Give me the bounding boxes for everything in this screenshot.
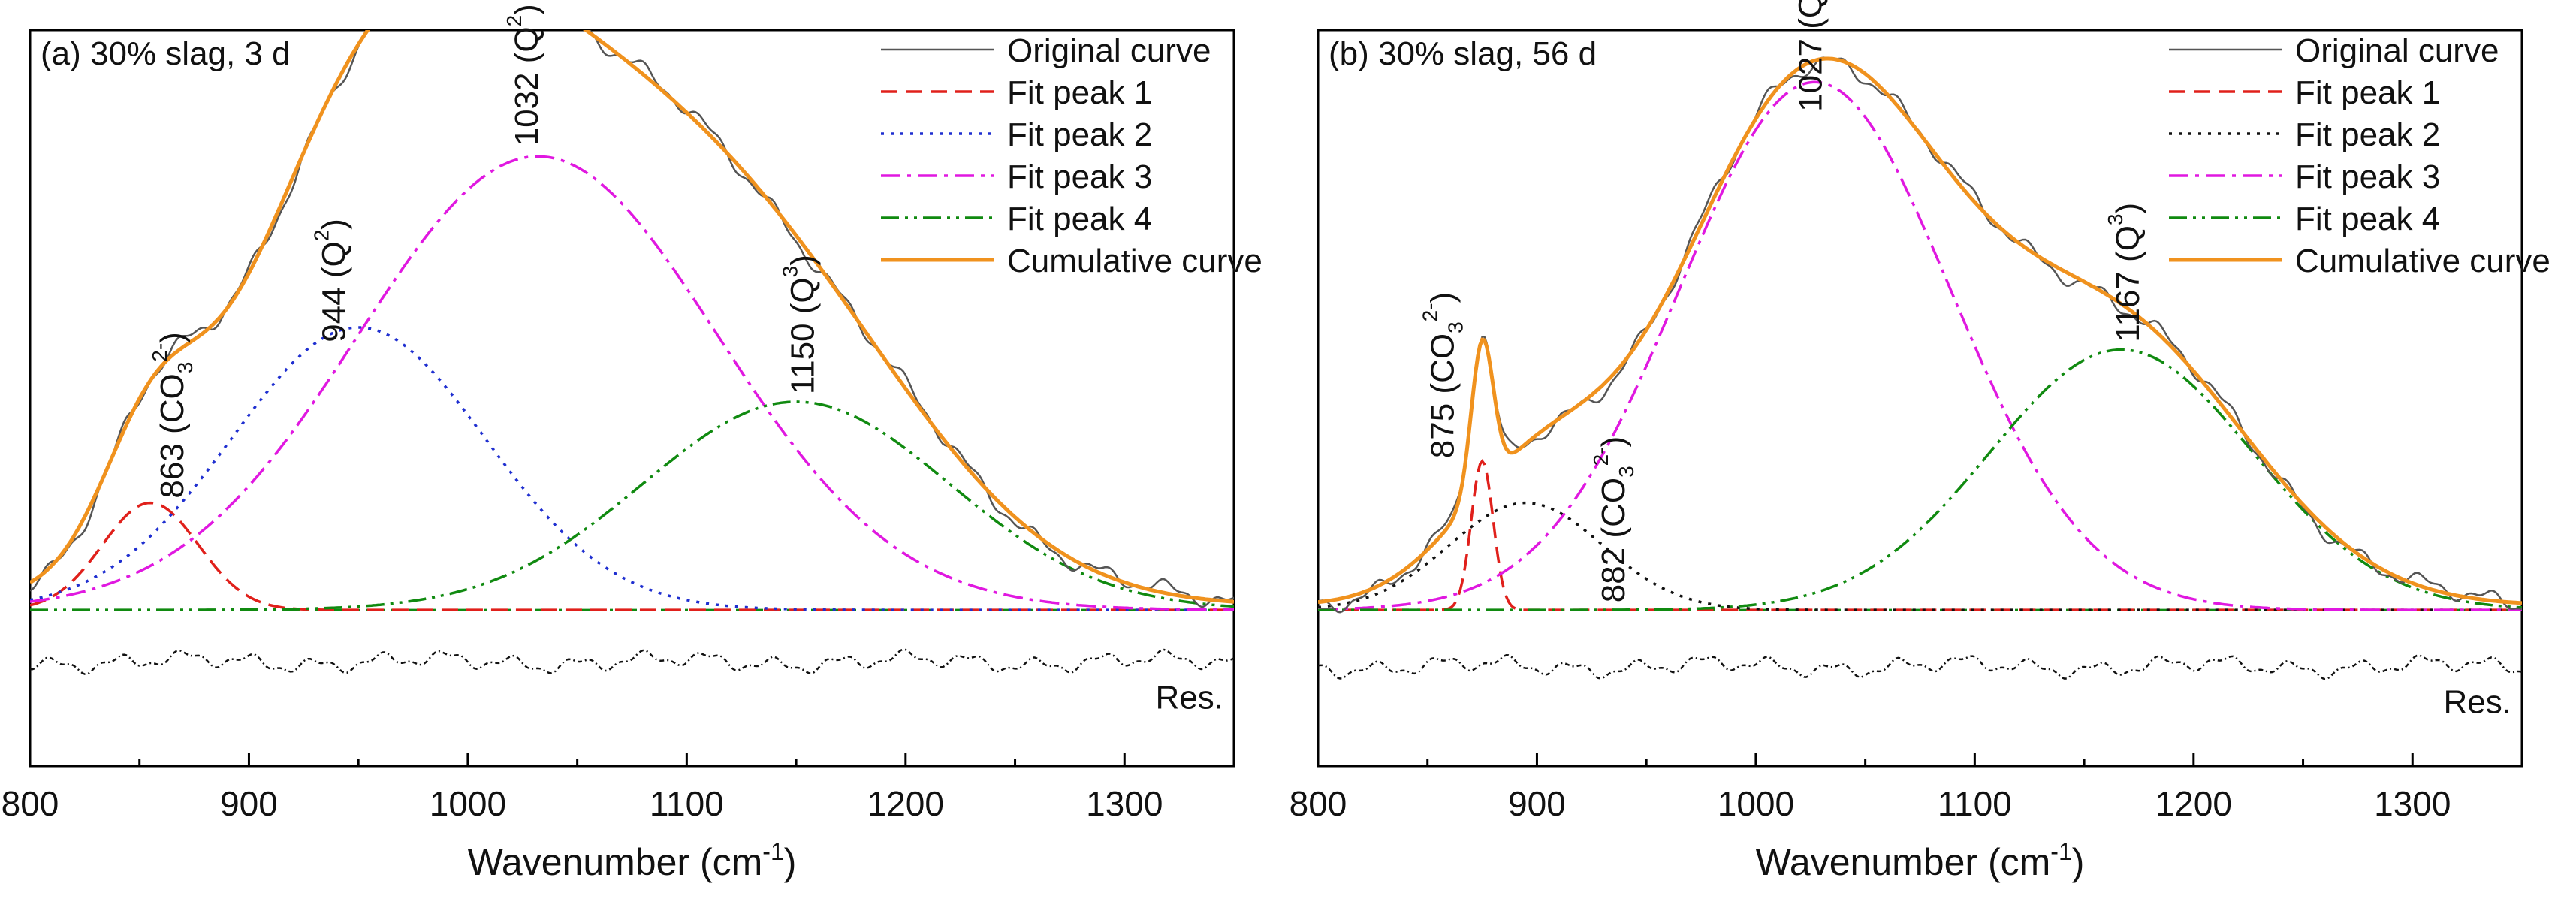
peak-annotation: 863 (CO32-) — [148, 332, 197, 498]
series-fit3-line — [30, 155, 1234, 611]
legend-label: Fit peak 2 — [1007, 116, 1152, 153]
x-axis-title: Wavenumber (cm-1) — [468, 838, 797, 883]
x-axis-title: Wavenumber (cm-1) — [1756, 838, 2085, 883]
series-fit2-line — [30, 326, 1234, 611]
x-tick-label: 800 — [1290, 784, 1347, 823]
x-tick-label: 1200 — [2155, 784, 2232, 823]
chart-a-svg: 800 900 1000 1100 1200 1300 Wavenumber (cm-1) (… — [2, 4, 1262, 883]
legend-label: Fit peak 3 — [2295, 158, 2440, 195]
peak-annotation: 944 (Q2) — [310, 219, 353, 342]
series-cumulative-line — [1318, 56, 2522, 605]
x-tick-label: 900 — [1508, 784, 1566, 823]
legend-label: Cumulative curve — [2295, 243, 2550, 279]
plot-area — [1318, 56, 2522, 680]
legend-label: Cumulative curve — [1007, 243, 1262, 279]
chart-panel-b: 800 900 1000 1100 1200 1300 Wavenumber (cm-1) (… — [1288, 0, 2576, 895]
series-cumulative-line — [30, 30, 1234, 604]
series-fit1-line — [1318, 459, 2522, 611]
plot-frame — [29, 29, 1235, 768]
x-tick-label: 1300 — [2374, 784, 2451, 823]
peak-annotation: 1027 (Q2) — [1786, 0, 1829, 112]
residual-line — [30, 648, 1234, 675]
plot-frame — [1317, 29, 2523, 768]
legend-label: Fit peak 4 — [2295, 201, 2440, 237]
peak-annotation: 882 (CO32-) — [1589, 436, 1638, 602]
peak-annotation: 1032 (Q2) — [502, 4, 545, 146]
legend-label: Fit peak 1 — [2295, 74, 2440, 111]
peak-annotation: 875 (CO32-) — [1419, 292, 1467, 458]
chart-panel-a: 800 900 1000 1100 1200 1300 Wavenumber (cm-1) (… — [0, 0, 1288, 895]
residual-label: Res. — [1156, 679, 1223, 716]
x-tick-label: 1000 — [1718, 784, 1794, 823]
x-tick-label: 1100 — [650, 784, 724, 823]
legend-label: Fit peak 2 — [2295, 116, 2440, 153]
panel-label: (a) 30% slag, 3 d — [41, 35, 291, 72]
plot-area — [30, 30, 1234, 675]
series-fit4-line — [1318, 348, 2522, 611]
chart-b-svg: 800 900 1000 1100 1200 1300 Wavenumber (cm-1) (… — [1290, 0, 2550, 883]
residual-line — [1318, 654, 2522, 680]
x-tick-label: 1200 — [867, 784, 944, 823]
legend-label: Fit peak 1 — [1007, 74, 1152, 111]
x-tick-label: 1300 — [1086, 784, 1163, 823]
x-tick-label: 1000 — [430, 784, 506, 823]
x-tick-label: 900 — [220, 784, 278, 823]
legend-label: Fit peak 4 — [1007, 201, 1152, 237]
series-fit3-line — [1318, 80, 2522, 611]
legend-label: Original curve — [1007, 32, 1211, 69]
x-tick-label: 1100 — [1938, 784, 2012, 823]
legend-label: Original curve — [2295, 32, 2499, 69]
series-fit4-line — [30, 400, 1234, 611]
residual-label: Res. — [2444, 683, 2511, 720]
panel-label: (b) 30% slag, 56 d — [1329, 35, 1597, 72]
peak-annotation: 1167 (Q3) — [2104, 203, 2146, 342]
x-tick-label: 800 — [2, 784, 59, 823]
series-fit1-line — [30, 501, 1234, 611]
peak-annotation: 1150 (Q3) — [778, 255, 821, 394]
legend-label: Fit peak 3 — [1007, 158, 1152, 195]
